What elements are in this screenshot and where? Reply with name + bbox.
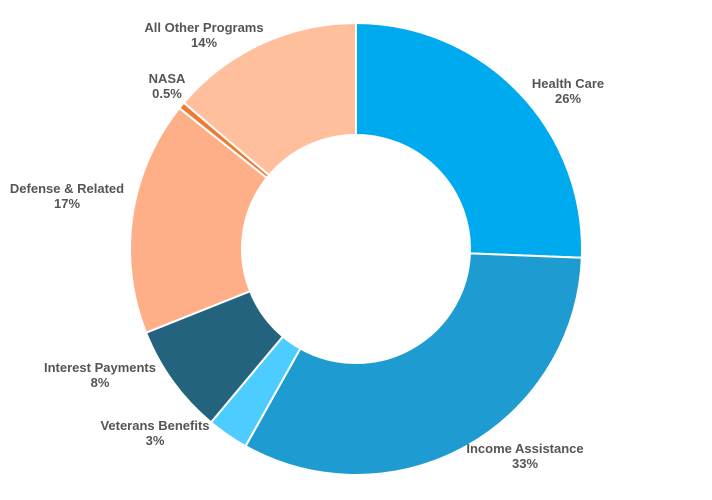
slice-name: Defense & Related <box>10 181 124 196</box>
slices-group <box>129 21 583 476</box>
slice-name: Health Care <box>532 76 604 91</box>
slice-percent: 3% <box>146 433 165 448</box>
slice-label-defense-related: Defense & Related 17% <box>10 181 124 211</box>
slice-percent: 17% <box>54 196 80 211</box>
slice-percent: 33% <box>512 456 538 471</box>
slice-label-interest-payments: Interest Payments 8% <box>44 360 156 390</box>
slice-percent: 8% <box>91 375 110 390</box>
slice-defense-related <box>129 106 269 334</box>
slice-health-care <box>355 21 583 259</box>
slice-percent: 26% <box>555 91 581 106</box>
slice-all-other-programs <box>182 21 357 177</box>
slice-label-all-other-programs: All Other Programs 14% <box>144 20 263 50</box>
slice-name: Veterans Benefits <box>100 418 209 433</box>
slice-income-assistance <box>244 252 583 476</box>
slice-percent: 14% <box>191 35 217 50</box>
slice-name: NASA <box>149 71 186 86</box>
slice-percent: 0.5% <box>152 86 182 101</box>
slice-label-health-care: Health Care 26% <box>532 76 604 106</box>
labels-group: Health Care 26% Income Assistance 33% Vetera… <box>10 20 604 471</box>
slice-name: Interest Payments <box>44 360 156 375</box>
slice-name: Income Assistance <box>466 441 583 456</box>
slice-name: All Other Programs <box>144 20 263 35</box>
slice-label-veterans-benefits: Veterans Benefits 3% <box>100 418 209 448</box>
slice-label-nasa: NASA 0.5% <box>149 71 186 101</box>
slice-label-income-assistance: Income Assistance 33% <box>466 441 583 471</box>
